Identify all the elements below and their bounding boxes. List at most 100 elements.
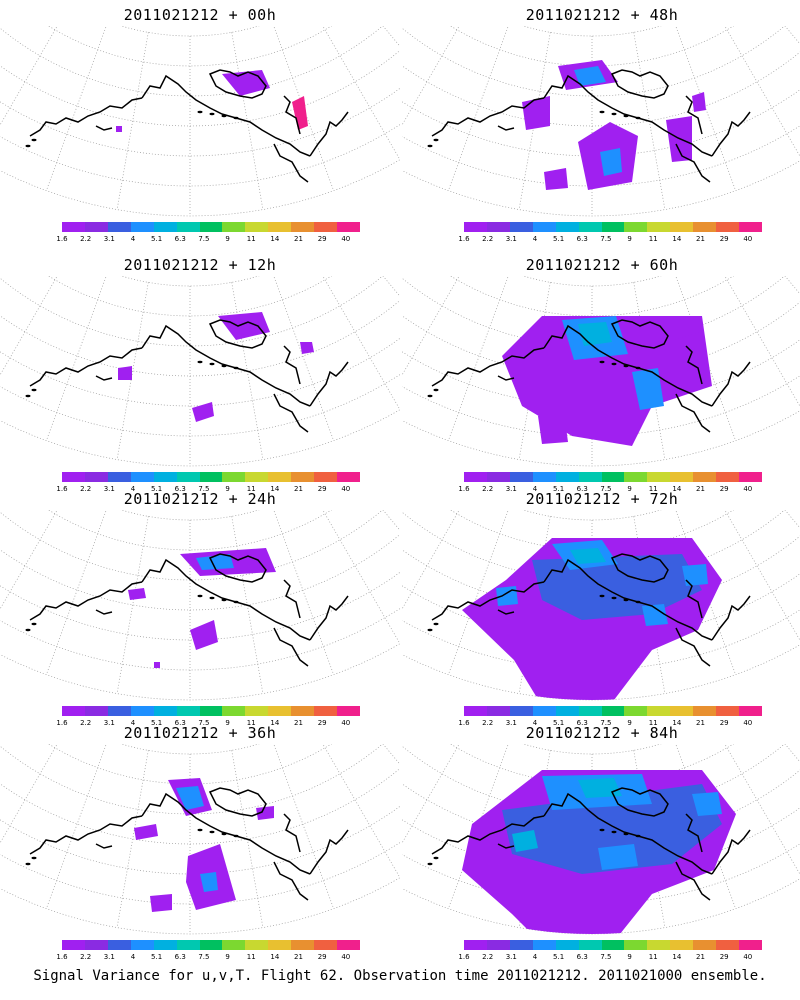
colorbar-swatch (222, 940, 246, 950)
colorbar-label: 5.1 (151, 953, 163, 961)
colorbar-swatch (624, 472, 648, 482)
colorbar-labels: 1.6 2.2 3.1 4 5.1 6.3 7.5 9 11 14 21 29 40 (456, 485, 776, 495)
colorbar-swatch (464, 472, 487, 482)
colorbar-swatch (130, 222, 154, 232)
colorbar-label: 40 (743, 485, 753, 493)
colorbar-label: 40 (341, 235, 351, 243)
colorbar-swatch (624, 940, 648, 950)
colorbar-label: 1.6 (458, 485, 470, 493)
colorbar-label: 3.1 (103, 719, 115, 727)
colorbar (62, 940, 360, 950)
variance-contour (200, 872, 218, 892)
colorbar-label: 4 (130, 485, 136, 493)
colorbar-label: 11 (246, 235, 256, 243)
colorbar-swatch (601, 222, 625, 232)
colorbar (62, 222, 360, 232)
colorbar-swatch (464, 706, 487, 716)
variance-contour (600, 148, 622, 176)
colorbar-swatch (245, 472, 269, 482)
colorbar-label: 4 (532, 485, 538, 493)
variance-field (462, 538, 722, 701)
coastline (25, 553, 349, 667)
colorbar-swatch (739, 222, 762, 232)
colorbar-label: 7.5 (600, 719, 612, 727)
colorbar-swatch (62, 940, 85, 950)
colorbar-label: 6.3 (576, 235, 588, 243)
colorbar-label: 2.2 (80, 953, 92, 961)
polar-map (0, 276, 400, 467)
colorbar-label: 40 (743, 235, 753, 243)
colorbar-label: 5.1 (151, 719, 163, 727)
colorbar-swatch (601, 706, 625, 716)
colorbar-swatch (153, 940, 177, 950)
colorbar-label: 29 (719, 719, 729, 727)
variance-contour (544, 168, 568, 190)
variance-contour (300, 342, 314, 354)
variance-contour (154, 662, 160, 668)
map-panel: 2011021212 + 84h 1.6 2.2 3.1 4 5.1 6.3 7.5 9 11 14… (402, 718, 800, 966)
colorbar-label: 3.1 (505, 235, 517, 243)
colorbar-label: 29 (317, 485, 327, 493)
colorbar-swatch (464, 940, 487, 950)
colorbar-swatch (578, 222, 602, 232)
variance-contour (692, 92, 706, 112)
colorbar-label: 4 (532, 719, 538, 727)
colorbar-swatch (291, 706, 315, 716)
colorbar-label: 9 (627, 235, 632, 243)
colorbar-swatch (245, 222, 269, 232)
colorbar-swatch (464, 222, 487, 232)
colorbar (464, 706, 762, 716)
colorbar-swatch (486, 706, 510, 716)
colorbar-swatch (222, 706, 246, 716)
colorbar-swatch (532, 472, 556, 482)
colorbar-label: 3.1 (505, 953, 517, 961)
colorbar-label: 11 (246, 719, 256, 727)
colorbar-swatch (647, 940, 671, 950)
colorbar-swatch (601, 472, 625, 482)
colorbar-label: 29 (317, 953, 327, 961)
colorbar-label: 9 (627, 719, 632, 727)
colorbar-labels: 1.6 2.2 3.1 4 5.1 6.3 7.5 9 11 14 21 29 40 (54, 953, 374, 963)
variance-contour (192, 402, 214, 422)
colorbar-label: 9 (225, 719, 230, 727)
variance-contour (598, 844, 638, 870)
colorbar-swatch (84, 706, 108, 716)
colorbar-label: 4 (532, 235, 538, 243)
colorbar-label: 7.5 (198, 235, 210, 243)
variance-contour (150, 894, 172, 912)
colorbar-swatch (84, 222, 108, 232)
variance-contour (118, 366, 132, 380)
panel-title: 2011021212 + 60h (525, 256, 679, 274)
colorbar-swatch (337, 222, 360, 232)
colorbar-swatch (670, 222, 694, 232)
colorbar-swatch (176, 706, 200, 716)
colorbar-swatch (107, 472, 131, 482)
colorbar-labels: 1.6 2.2 3.1 4 5.1 6.3 7.5 9 11 14 21 29 40 (456, 953, 776, 963)
colorbar-label: 14 (270, 953, 280, 961)
colorbar-swatch (647, 706, 671, 716)
colorbar-swatch (509, 706, 533, 716)
colorbar-swatch (532, 706, 556, 716)
colorbar-labels: 1.6 2.2 3.1 4 5.1 6.3 7.5 9 11 14 21 29 40 (54, 235, 374, 245)
colorbar-label: 11 (648, 485, 658, 493)
colorbar-swatch (337, 706, 360, 716)
colorbar-label: 40 (743, 953, 753, 961)
colorbar-label: 29 (719, 485, 729, 493)
colorbar-swatch (670, 940, 694, 950)
map-panel: 2011021212 + 12h 1.6 2.2 3.1 4 5.1 6.3 7.5 9 11 14… (0, 250, 400, 498)
map-panel: 2011021212 + 24h 1.6 2.2 3.1 4 5.1 6.3 7.5 9 11 14… (0, 484, 400, 732)
polar-map (402, 26, 800, 217)
colorbar-swatch (62, 472, 85, 482)
coastline (427, 69, 751, 183)
colorbar-swatch (107, 222, 131, 232)
colorbar-swatch (153, 222, 177, 232)
colorbar (62, 706, 360, 716)
colorbar-labels: 1.6 2.2 3.1 4 5.1 6.3 7.5 9 11 14 21 29 40 (456, 235, 776, 245)
colorbar-label: 5.1 (553, 485, 565, 493)
colorbar-label: 1.6 (56, 719, 68, 727)
colorbar-swatch (176, 222, 200, 232)
colorbar-swatch (601, 940, 625, 950)
variance-field (134, 778, 274, 912)
colorbar-swatch (578, 472, 602, 482)
colorbar-label: 6.3 (174, 953, 186, 961)
